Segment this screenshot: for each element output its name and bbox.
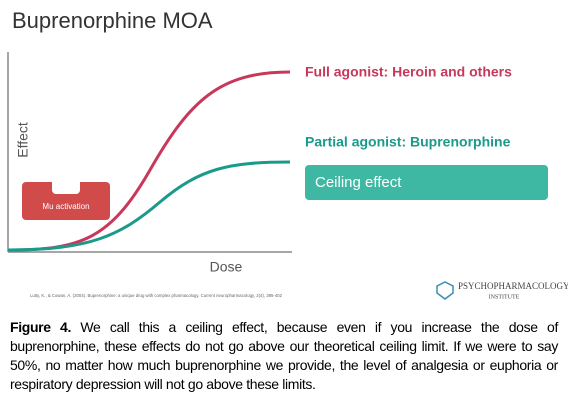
caption-label: Figure 4. [10, 319, 72, 335]
x-axis-label: Dose [210, 259, 243, 275]
mu-label: Mu activation [42, 202, 89, 211]
ceiling-label: Ceiling effect [315, 174, 402, 191]
full-agonist-label: Full agonist: Heroin and others [305, 64, 512, 80]
ceiling-box [305, 165, 548, 200]
partial-agonist-label: Partial agonist: Buprenorphine [305, 134, 511, 150]
logo-icon [436, 281, 454, 300]
logo-line2: INSTITUTE [489, 294, 520, 300]
y-axis-label: Effect [15, 122, 31, 158]
logo-line1: PSYCHOPHARMACOLOGY [458, 281, 568, 291]
slide-title: Buprenorphine MOA [12, 8, 213, 33]
mu-box [22, 182, 110, 220]
caption: Figure 4. We call this a ceiling effect,… [10, 318, 558, 394]
slide: Buprenorphine MOA Effect Dose Full agoni… [7, 8, 568, 300]
partial-agonist-curve [7, 160, 291, 252]
citation: Lutty, K., & Cowan, A. (2004). Buprenorp… [30, 293, 283, 298]
caption-text: We call this a ceiling effect, because e… [10, 319, 559, 392]
full-agonist-curve [7, 70, 291, 252]
